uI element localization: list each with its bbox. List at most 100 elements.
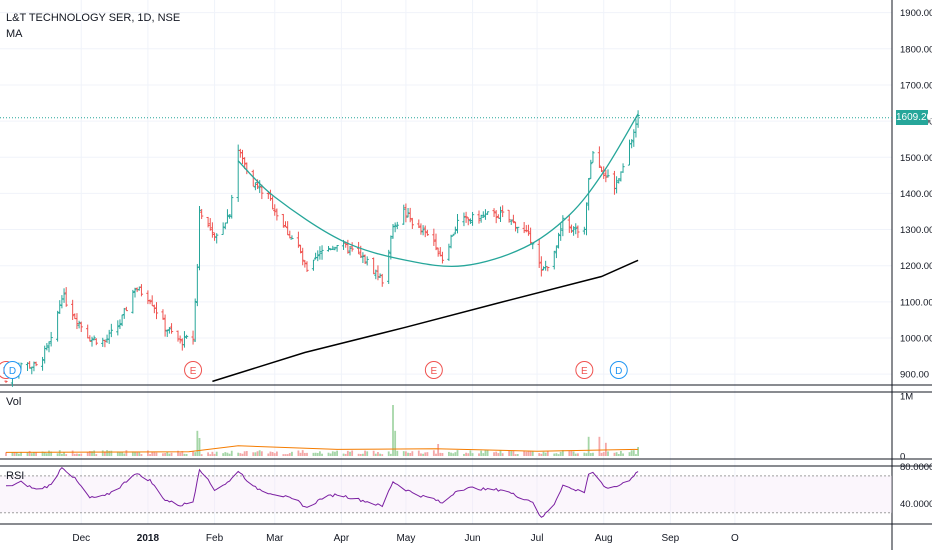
- volume-bar: [76, 453, 78, 456]
- volume-bar: [104, 451, 106, 456]
- time-axis-label: Mar: [266, 533, 284, 544]
- volume-bar: [559, 451, 562, 456]
- price-axis-label: 1900.00: [900, 8, 932, 19]
- volume-bar: [482, 453, 485, 456]
- volume-bar: [93, 450, 96, 456]
- volume-bar: [183, 453, 186, 456]
- volume-bar: [134, 451, 136, 456]
- volume-bar: [424, 452, 427, 456]
- price-axis-label: 1800.00: [900, 44, 932, 55]
- volume-bar: [179, 452, 182, 456]
- volume-bar: [185, 453, 188, 456]
- volume-bar: [359, 453, 362, 456]
- volume-bar: [574, 453, 577, 456]
- volume-bar: [486, 450, 489, 456]
- volume-bar: [374, 453, 377, 456]
- volume-bar: [61, 453, 63, 456]
- time-axis-label: Aug: [595, 533, 613, 544]
- volume-bar: [617, 453, 620, 456]
- volume-bar: [572, 451, 575, 456]
- price-axis-label: 1300.00: [900, 225, 932, 236]
- volume-bar: [78, 453, 80, 456]
- volume-bar: [239, 453, 242, 456]
- volume-bar: [585, 453, 588, 456]
- volume-bar: [11, 452, 14, 456]
- volume-bar: [56, 453, 59, 456]
- rsi-axis-label: 40.0000: [900, 499, 932, 510]
- volume-bar: [607, 451, 609, 456]
- volume-bar: [258, 450, 261, 456]
- volume-bar: [20, 451, 22, 456]
- volume-bar: [123, 453, 126, 456]
- time-axis-label: 2018: [137, 533, 160, 544]
- volume-bar: [432, 450, 435, 456]
- event-label: D: [615, 366, 622, 377]
- volume-bar: [327, 452, 330, 456]
- volume-bar: [499, 450, 502, 456]
- volume-bar: [168, 453, 171, 456]
- volume-bar: [493, 452, 495, 456]
- volume-bar: [273, 453, 276, 456]
- volume-bar: [452, 453, 455, 456]
- volume-bar: [297, 450, 300, 456]
- volume-bar: [71, 450, 74, 456]
- volume-bar: [600, 452, 603, 456]
- volume-bar: [226, 452, 229, 456]
- volume-bar: [192, 451, 194, 456]
- volume-bar: [540, 453, 543, 456]
- volume-bar: [529, 451, 532, 456]
- volume-bar: [106, 450, 108, 456]
- volume-bar: [26, 452, 29, 456]
- volume-bar: [635, 454, 637, 456]
- volume-bar: [65, 454, 68, 456]
- cup-pattern-curve: [237, 113, 639, 267]
- volume-bar: [372, 450, 375, 456]
- time-axis-label: O: [731, 533, 739, 544]
- volume-bar: [344, 453, 347, 456]
- volume-bar: [366, 451, 369, 456]
- earnings-event-icon: [575, 361, 594, 379]
- volume-bar: [140, 454, 143, 456]
- volume-bar: [306, 452, 308, 456]
- volume-bar: [587, 436, 590, 456]
- volume-bar: [28, 450, 31, 456]
- volume-bar: [392, 405, 394, 456]
- volume-bar: [439, 452, 442, 456]
- volume-bar: [13, 452, 16, 456]
- volume-bar: [463, 453, 465, 456]
- volume-bar: [523, 451, 526, 456]
- price-axis-label: 1700.00: [900, 80, 932, 91]
- price-axis-label: 900.00: [900, 370, 929, 381]
- volume-bar: [224, 452, 227, 456]
- volume-bar: [411, 451, 414, 456]
- volume-bar: [207, 452, 209, 456]
- volume-bar: [349, 451, 351, 456]
- volume-bar: [510, 450, 513, 456]
- volume-bar: [389, 453, 392, 456]
- volume-bar: [561, 450, 564, 456]
- volume-bar: [147, 450, 149, 456]
- volume-bar: [58, 450, 61, 456]
- volume-bar: [336, 450, 338, 456]
- volume-bar: [131, 451, 134, 456]
- volume-bar: [604, 442, 607, 456]
- volume-bar: [303, 452, 306, 456]
- volume-bar: [409, 452, 412, 456]
- time-axis-label: Dec: [72, 533, 90, 544]
- volume-bar: [91, 451, 93, 456]
- volume-bar: [379, 453, 381, 456]
- volume-bar: [80, 453, 83, 456]
- volume-bar: [469, 450, 472, 456]
- volume-bar: [592, 452, 594, 456]
- event-label: E: [431, 366, 438, 377]
- volume-bar: [329, 453, 332, 456]
- last-price-tag: 1609.20: [896, 110, 932, 126]
- volume-bar: [149, 454, 151, 456]
- volume-bar: [437, 444, 440, 456]
- volume-bar: [43, 452, 46, 456]
- volume-bar: [508, 450, 510, 456]
- volume-ma-line: [5, 445, 639, 453]
- volume-bar: [405, 451, 407, 456]
- volume-bar: [138, 452, 141, 456]
